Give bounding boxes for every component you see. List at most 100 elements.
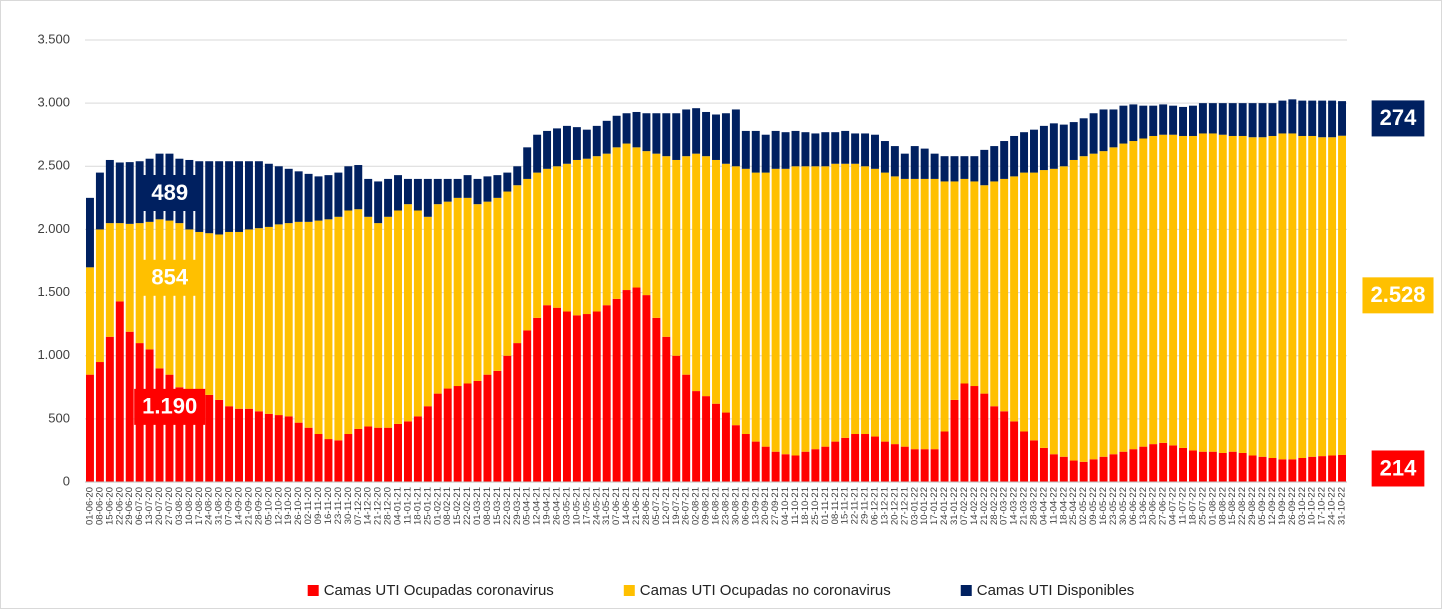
bar-segment	[1198, 451, 1207, 482]
bar-segment	[1099, 456, 1108, 482]
x-tick-label: 13-12-21	[879, 487, 890, 525]
x-tick-label: 06-09-21	[740, 487, 751, 525]
bar-segment	[1238, 103, 1247, 136]
legend-label: Camas UTI Disponibles	[977, 582, 1135, 599]
bar-segment	[970, 156, 979, 182]
bar-segment	[1069, 122, 1078, 160]
x-tick-label: 12-09-22	[1267, 487, 1278, 525]
bar-segment	[553, 166, 561, 308]
bar-segment	[284, 416, 293, 482]
bar-segment	[225, 231, 234, 407]
bar-segment	[175, 387, 184, 482]
bar-segment	[612, 115, 621, 148]
legend: Camas UTI Ocupadas coronavirus Camas UTI …	[307, 582, 1135, 599]
bar-segment	[463, 383, 472, 482]
bar-segment	[1089, 153, 1098, 460]
bar-segment	[284, 223, 293, 417]
bar-segment	[1169, 134, 1178, 446]
bar-segment	[1159, 104, 1168, 135]
bar-segment	[801, 166, 810, 452]
x-tick-label: 28-12-20	[383, 487, 394, 525]
x-tick-label: 01-11-21	[820, 487, 831, 524]
x-tick-label: 03-10-22	[1297, 487, 1308, 525]
bar-segment	[1198, 103, 1207, 134]
x-tick-label: 13-06-22	[1138, 487, 1149, 525]
bar-segment	[731, 166, 740, 426]
bar-segment	[712, 403, 720, 482]
bar-segment	[423, 216, 432, 407]
x-tick-label: 07-12-20	[353, 487, 364, 525]
bar-segment	[1079, 461, 1088, 482]
bar-segment	[831, 132, 840, 164]
bar-segment	[592, 311, 601, 482]
bar-segment	[374, 223, 383, 428]
bar-segment	[394, 210, 402, 424]
bar-segment	[1079, 156, 1088, 462]
bar-segment	[930, 449, 939, 482]
bar-segment	[334, 216, 343, 441]
bar-segment	[1328, 137, 1337, 456]
bar-segment	[1288, 99, 1297, 134]
bar-segment	[1268, 458, 1277, 482]
x-tick-label: 20-06-22	[1148, 487, 1159, 525]
bar-segment	[791, 130, 800, 167]
bar-segment	[324, 219, 333, 440]
x-tick-label: 09-05-22	[1088, 487, 1099, 525]
bar-segment	[960, 156, 969, 179]
bar-segment	[721, 113, 730, 164]
bar-segment	[662, 113, 671, 157]
x-tick-label: 13-09-21	[750, 487, 761, 525]
bar-segment	[205, 233, 214, 395]
bar-segment	[1228, 451, 1237, 482]
bar-segment	[910, 146, 919, 179]
x-tick-label: 16-05-22	[1098, 487, 1109, 525]
x-tick-label: 27-07-20	[164, 487, 175, 525]
x-tick-label: 23-11-20	[333, 487, 344, 524]
bar-segment	[900, 446, 909, 482]
x-tick-label: 31-08-20	[214, 487, 225, 525]
bar-segment	[970, 181, 979, 387]
bar-segment	[1030, 172, 1038, 441]
bar-segment	[294, 221, 303, 423]
bar-segment	[692, 391, 701, 482]
bar-segment	[682, 374, 691, 482]
bar-segment	[920, 449, 929, 482]
bar-segment	[1000, 411, 1009, 482]
bar-segment	[354, 428, 363, 482]
x-tick-label: 19-04-21	[542, 487, 553, 525]
bar-segment	[523, 330, 532, 482]
x-tick-label: 12-04-21	[532, 487, 543, 525]
legend-swatch	[307, 585, 319, 596]
bar-segment	[662, 336, 671, 482]
value-label: 854	[151, 265, 188, 290]
bar-segment	[394, 423, 402, 482]
y-tick-label: 2.500	[37, 158, 70, 173]
bar-segment	[682, 156, 691, 375]
bar-segment	[433, 393, 442, 482]
value-label-box	[143, 174, 197, 211]
bar-segment	[284, 168, 293, 224]
bar-segment	[1208, 103, 1217, 134]
x-tick-label: 31-10-22	[1337, 487, 1348, 525]
bar-segment	[970, 386, 979, 482]
bar-segment	[453, 386, 462, 482]
bar-segment	[125, 331, 134, 482]
bar-segment	[1228, 135, 1237, 452]
bar-segment	[553, 307, 561, 482]
x-tick-label: 22-02-21	[462, 487, 473, 525]
bar-segment	[1000, 141, 1009, 179]
bar-segment	[1189, 135, 1197, 451]
bar-segment	[374, 181, 383, 224]
bar-segment	[1308, 100, 1317, 136]
bar-segment	[314, 176, 323, 221]
bar-segment	[85, 267, 94, 375]
x-tick-label: 30-11-20	[343, 487, 354, 524]
bar-segment	[135, 161, 144, 224]
bar-segment	[702, 396, 711, 482]
x-tick-label: 06-07-20	[134, 487, 145, 525]
x-tick-label: 08-06-20	[94, 487, 105, 525]
bar-segment	[1328, 455, 1337, 482]
bar-segment	[990, 181, 999, 407]
bar-segment	[572, 159, 581, 316]
